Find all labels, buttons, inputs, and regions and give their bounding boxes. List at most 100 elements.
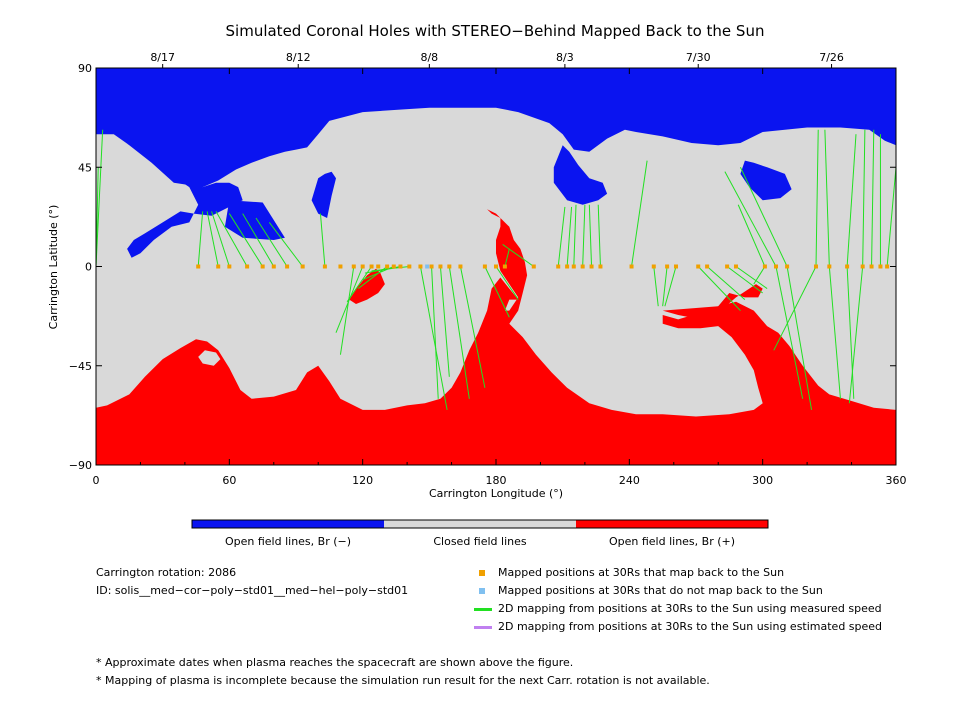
negative-polar-cap (96, 68, 896, 188)
x-tick-label: 120 (352, 474, 373, 487)
mapped-position-marker (407, 264, 412, 269)
date-tick-label: 7/30 (686, 51, 711, 64)
mapping-line (726, 266, 763, 294)
mapped-position-marker (629, 264, 634, 269)
mapped-position-marker (814, 264, 818, 269)
y-tick-label: −45 (69, 360, 92, 373)
legend-item-label: 2D mapping from positions at 30Rs to the… (498, 620, 883, 633)
mapping-line (724, 171, 777, 267)
mapping-line (697, 266, 741, 311)
mapped-position-marker (447, 264, 452, 269)
negative-hole-south-lobe (311, 171, 336, 218)
mapped-position-marker (351, 264, 356, 269)
axis-ticks: 0 60 120 180 240 300 360 −90 −45 0 45 90 8/17 8/12 8/8… (69, 51, 907, 487)
mapping-line (459, 266, 486, 388)
y-tick-label: 0 (85, 261, 92, 274)
closed-island-south (198, 350, 221, 366)
mapped-position-marker (589, 264, 594, 269)
mapping-line (215, 211, 248, 267)
mapped-position-marker (502, 264, 507, 269)
mapped-position-marker (196, 264, 201, 269)
mapping-line (439, 266, 450, 377)
mapped-position-marker (762, 264, 767, 269)
mapped-position-marker (227, 264, 232, 269)
mapping-line (484, 266, 510, 318)
mapped-position-marker (385, 264, 390, 269)
negative-hole-extension-west (127, 169, 243, 258)
mapped-position-marker (725, 264, 730, 269)
mapping-line (371, 266, 410, 272)
y-axis-label: Carrington Latitude (°) (47, 205, 60, 330)
mapping-line (319, 213, 326, 267)
mapping-line (846, 134, 857, 267)
negative-hole-central (553, 145, 608, 205)
date-tick-label: 7/26 (819, 51, 844, 64)
date-tick-label: 8/3 (556, 51, 574, 64)
mapped-position-marker (651, 264, 656, 269)
mapped-position-marker (785, 264, 790, 269)
mapped-position-marker (580, 264, 585, 269)
mapped-position-marker (418, 264, 423, 269)
mapping-line (495, 266, 519, 300)
carrington-rotation-label: Carrington rotation: 2086 (96, 566, 237, 579)
mapped-position-marker (391, 264, 396, 269)
colorbar-segment (384, 520, 576, 528)
mapping-line (737, 204, 766, 267)
mapped-position-marker (845, 264, 850, 269)
mapping-line (335, 266, 364, 333)
note-dates: * Approximate dates when plasma reaches … (96, 656, 574, 669)
mapping-line (588, 204, 593, 267)
mapping-line (753, 266, 766, 285)
y-tick-label: 45 (78, 161, 92, 174)
mapping-line (871, 129, 875, 267)
mapped-position-marker (598, 264, 603, 269)
mapped-position-marker (674, 264, 678, 269)
legend-item-label: Mapped positions at 30Rs that map back t… (498, 566, 785, 579)
mapped-position-marker (734, 264, 738, 269)
mapping-line (824, 129, 830, 267)
positive-hole-filament (662, 284, 763, 320)
mapped-position-marker (531, 264, 536, 269)
mapped-position-marker (774, 264, 778, 269)
mapped-position-marker (696, 264, 701, 269)
mapping-line (653, 266, 659, 307)
date-tick-label: 8/12 (286, 51, 311, 64)
mapping-line (502, 244, 535, 267)
negative-hole-east (740, 160, 792, 201)
colorbar-label: Closed field lines (433, 535, 527, 548)
note-incomplete: * Mapping of plasma is incomplete becaus… (96, 674, 710, 687)
mapping-line (706, 266, 746, 300)
positive-hole-central (478, 209, 528, 338)
positive-hole-small (349, 268, 385, 304)
legend-marker-swatch (479, 588, 485, 594)
legend-marker-swatch (479, 570, 485, 576)
colorbar-segment (192, 520, 384, 528)
mapped-position-marker (482, 264, 487, 269)
mapped-position-marker (260, 264, 265, 269)
mapping-line (662, 266, 668, 307)
mapped-position-marker (827, 264, 832, 269)
mapping-line (846, 266, 855, 399)
mapped-position-marker (322, 264, 327, 269)
mapped-position-marker (429, 264, 434, 269)
positive-polar-cap (96, 277, 896, 465)
plot-area (96, 68, 896, 465)
colorbar-label: Open field lines, Br (+) (609, 535, 735, 548)
mapping-line (268, 222, 304, 267)
mapping-line (197, 211, 204, 267)
run-id-label: ID: solis__med−cor−poly−std01__med−hel−p… (96, 584, 409, 597)
mapped-position-marker (665, 264, 670, 269)
x-tick-label: 300 (752, 474, 773, 487)
mapping-line (739, 167, 788, 267)
mapping-line (862, 129, 866, 267)
mapping-line (828, 266, 841, 399)
date-tick-label: 8/17 (150, 51, 175, 64)
mapping-line (557, 206, 566, 267)
chart-title: Simulated Coronal Holes with STEREO−Behi… (226, 22, 765, 40)
legend-item-label: 2D mapping from positions at 30Rs to the… (498, 602, 882, 615)
y-tick-label: 90 (78, 62, 92, 75)
mapped-position-marker (271, 264, 276, 269)
mapping-line (255, 217, 288, 267)
mapped-position-marker (869, 264, 874, 269)
mapping-line (448, 266, 470, 399)
